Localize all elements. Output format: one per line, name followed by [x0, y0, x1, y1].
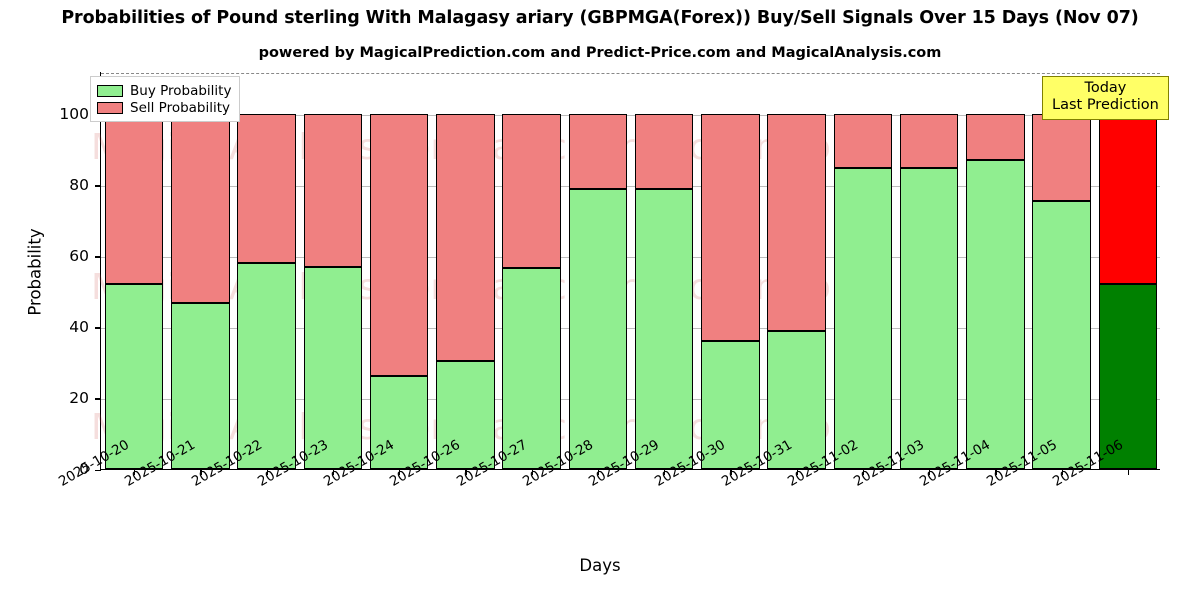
x-tick-mark [862, 470, 865, 475]
y-tick-label: 60 [69, 246, 89, 265]
bar-segment-sell [701, 113, 760, 342]
x-tick-mark [995, 470, 997, 475]
x-tick-mark [332, 470, 335, 475]
legend-item-buy: Buy Probability [97, 82, 231, 99]
legend-item-sell: Sell Probability [97, 99, 231, 116]
bar-segment-sell [833, 113, 893, 169]
bar-segment-buy [171, 303, 230, 469]
bar-segment-buy [104, 283, 164, 469]
bar-segment-buy [303, 267, 363, 469]
x-tick-mark [465, 470, 467, 475]
x-tick-mark [730, 470, 732, 475]
bar-segment-buy [436, 360, 495, 469]
bar-segment-sell [237, 113, 296, 263]
y-tick-label: 0 [79, 460, 89, 478]
bar-segment-buy [568, 189, 628, 469]
x-tick-mark [1061, 470, 1063, 475]
bar-group [502, 71, 561, 469]
bar-segment-sell [899, 113, 959, 169]
bar-segment-buy [237, 262, 296, 469]
bar-segment-buy [701, 341, 760, 469]
bar-group [833, 71, 893, 469]
bar-group [237, 71, 296, 469]
y-tick-mark [95, 469, 101, 471]
x-tick-mark [134, 470, 136, 475]
x-tick-mark [664, 470, 666, 475]
chart-title: Probabilities of Pound sterling With Mal… [61, 8, 1139, 28]
bar-group [767, 71, 826, 469]
bar-segment-sell [502, 113, 561, 268]
bar-segment-sell [436, 113, 495, 361]
x-tick-mark [399, 470, 401, 475]
gridline [101, 327, 1160, 329]
y-tick-mark [95, 327, 101, 329]
x-tick-mark [929, 470, 931, 475]
bar-segment-sell [634, 113, 694, 190]
bar-segment-sell [104, 113, 164, 284]
y-axis-label: Probability [25, 228, 45, 316]
bar-group [701, 71, 760, 469]
bar-segment-sell [568, 113, 628, 190]
today-line-1: Today [1084, 80, 1127, 96]
bar-segment-buy [833, 168, 893, 469]
plot-area: MagicalAnalysis.comMagicalPrediction.com… [26, 71, 1160, 490]
bar-segment-sell [171, 113, 230, 304]
gridline [101, 398, 1160, 400]
bar-segment-buy [634, 189, 694, 469]
y-tick-label: 20 [69, 388, 89, 407]
bar-segment-sell [966, 113, 1025, 160]
legend-swatch-buy [97, 84, 123, 97]
bar-group [1032, 71, 1091, 469]
y-tick-label: 100 [59, 104, 89, 123]
bar-segment-buy [1098, 283, 1158, 469]
bar-segment-buy [767, 331, 826, 469]
bar-group [634, 71, 694, 469]
x-tick-mark [1127, 470, 1130, 475]
bar-group [1098, 71, 1158, 469]
bar-segment-buy [502, 267, 561, 469]
legend-swatch-sell [97, 101, 123, 114]
bar-group [303, 71, 363, 469]
bar-segment-sell [767, 113, 826, 332]
chart-legend: Buy Probability Sell Probability [90, 76, 241, 122]
bar-segment-sell [369, 113, 429, 376]
x-tick-mark [796, 470, 798, 475]
bar-segment-buy [899, 168, 959, 469]
bar-segment-buy [1032, 201, 1091, 469]
bar-group [899, 71, 959, 469]
gridline [101, 256, 1160, 258]
bar-group [436, 71, 495, 469]
bar-group [568, 71, 628, 469]
bar-segment-sell [1098, 113, 1158, 284]
bar-group [104, 71, 164, 469]
today-line-2: Last Prediction [1052, 97, 1159, 114]
y-tick-label: 80 [69, 175, 89, 194]
x-axis-label: Days [579, 556, 621, 575]
x-tick-mark [597, 470, 600, 475]
today-annotation: Today Last Prediction [1042, 76, 1169, 121]
bar-group [171, 71, 230, 469]
bar-segment-sell [1032, 113, 1091, 202]
bar-segment-sell [303, 113, 363, 268]
bar-segment-buy [369, 375, 429, 469]
bar-segment-buy [966, 159, 1025, 469]
gridline [101, 114, 1160, 116]
y-tick-mark [95, 398, 101, 400]
y-tick-mark [95, 256, 101, 258]
x-tick-mark [200, 470, 202, 475]
legend-label-buy: Buy Probability [130, 82, 232, 99]
gridline [101, 185, 1160, 187]
threshold-line [101, 73, 1160, 75]
x-tick-mark [266, 470, 268, 475]
bar-group [369, 71, 429, 469]
chart-subtitle: powered by MagicalPrediction.com and Pre… [258, 45, 942, 61]
y-tick-mark [95, 185, 101, 187]
legend-label-sell: Sell Probability [130, 99, 231, 116]
bar-group [966, 71, 1025, 469]
x-tick-mark [531, 470, 533, 475]
y-tick-label: 40 [69, 317, 89, 336]
